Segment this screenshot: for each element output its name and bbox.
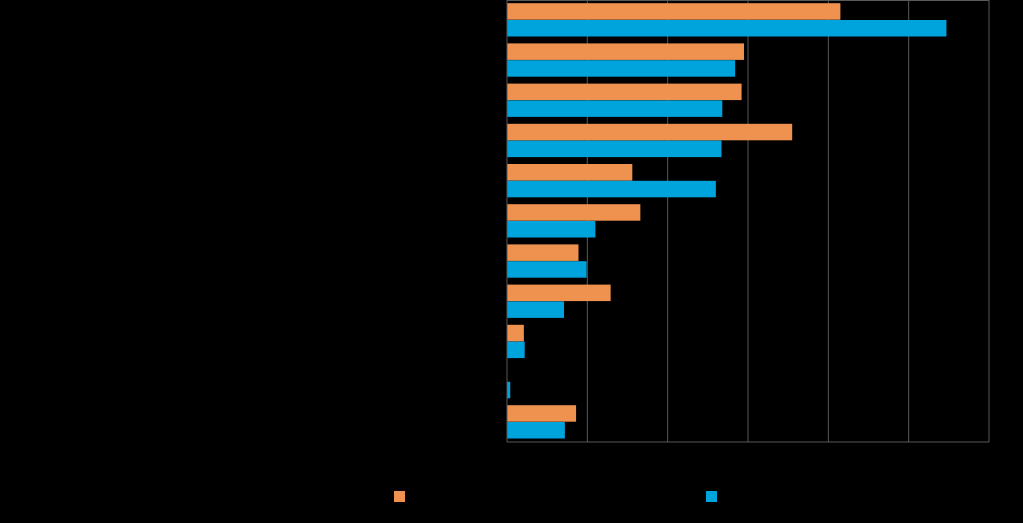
legend-marker-series-1 [394,491,405,502]
bar-series-1-category-2 [507,43,744,60]
bar-series-2-category-7 [507,261,587,278]
bar-series-2-category-5 [507,180,716,198]
legend-marker-series-2 [706,491,717,502]
bar-series-2-category-9 [507,341,525,359]
bar-series-1-category-9 [507,324,524,342]
bar-series-2-category-3 [507,100,723,117]
bar-series-1-category-8 [507,284,611,302]
bar-series-1-category-11 [507,405,577,422]
bar-series-1-category-5 [507,164,633,181]
bar-series-1-category-7 [507,244,579,261]
bar-series-1-category-3 [507,83,742,101]
bar-series-2-category-2 [507,60,736,77]
bar-series-1-category-4 [507,123,793,141]
bar-series-2-category-6 [507,221,596,238]
bar-series-1-category-1 [507,3,841,20]
bar-series-2-category-4 [507,140,722,158]
bar-series-2-category-10 [507,381,511,399]
bar-series-2-category-8 [507,301,565,318]
bar-series-2-category-11 [507,422,565,439]
bar-series-1-category-6 [507,204,641,221]
bar-series-2-category-1 [507,20,947,37]
